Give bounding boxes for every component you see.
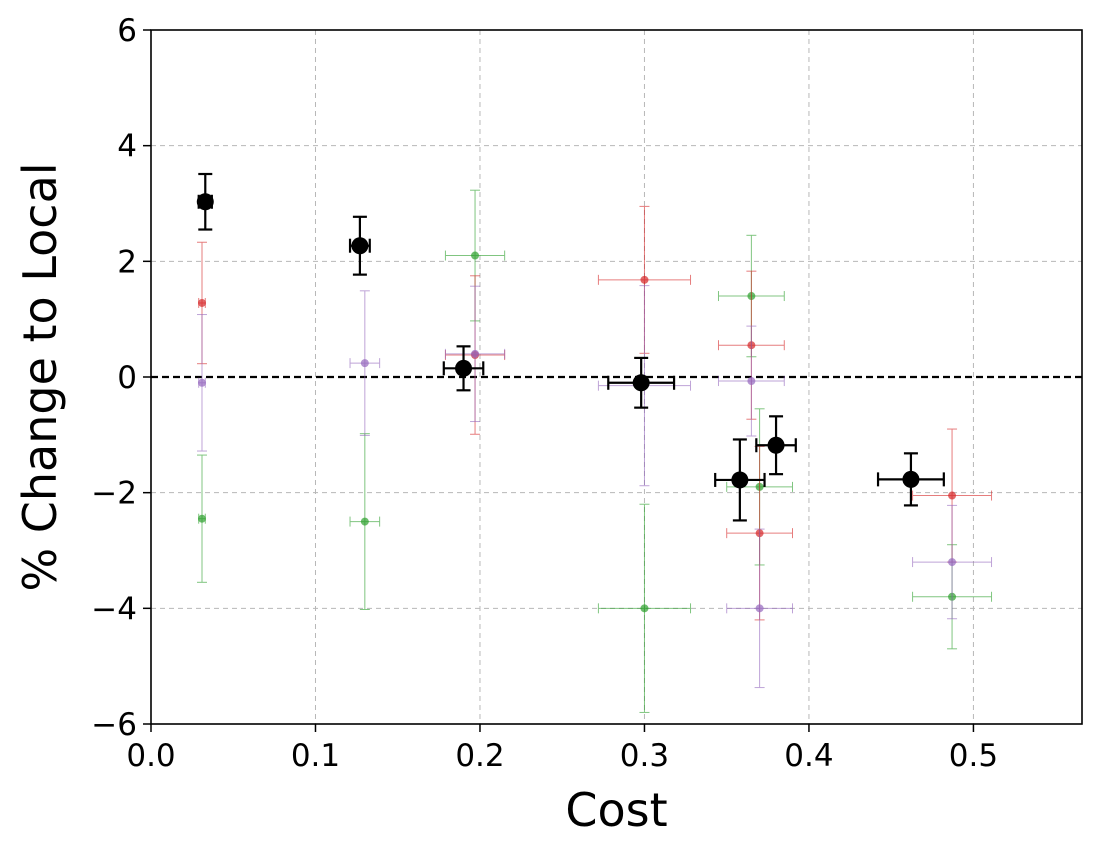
data-point-red	[948, 491, 957, 500]
y-tick-label: 4	[117, 129, 137, 165]
y-tick-label: 6	[117, 13, 137, 49]
data-point-purple	[755, 604, 764, 613]
y-axis-title: % Change to Local	[13, 162, 67, 591]
series-purple	[196, 285, 993, 689]
data-point-black	[351, 237, 369, 255]
data-point-purple	[747, 377, 756, 386]
x-axis-title: Cost	[565, 783, 667, 837]
data-point-green	[471, 251, 480, 260]
data-point-black	[767, 436, 785, 454]
x-tick-label: 0.4	[784, 738, 833, 774]
data-point-red	[197, 298, 206, 307]
y-tick-label: −6	[91, 707, 137, 743]
data-point-green	[640, 604, 649, 613]
x-tick-label: 0.0	[126, 738, 175, 774]
series-red	[196, 205, 993, 621]
x-tick-label: 0.5	[949, 738, 998, 774]
data-point-green	[197, 514, 206, 523]
x-tick-label: 0.3	[620, 738, 669, 774]
data-series	[196, 172, 993, 713]
data-point-black	[632, 374, 650, 392]
data-point-purple	[360, 359, 369, 368]
x-tick-label: 0.1	[291, 738, 340, 774]
data-point-purple	[471, 349, 480, 358]
data-point-red	[640, 275, 649, 284]
grid	[151, 30, 1082, 724]
axis-ticks: 0.0 0.1 0.2 0.3 0.4 0.5 −6 −4 −2 0 2 4 6	[91, 13, 998, 774]
data-point-black	[902, 470, 920, 488]
data-point-black	[455, 359, 473, 377]
y-tick-label: 0	[117, 360, 137, 396]
data-point-green	[360, 517, 369, 526]
data-point-purple	[948, 558, 957, 567]
x-tick-label: 0.2	[455, 738, 504, 774]
data-point-purple	[197, 378, 206, 387]
series-black	[196, 172, 945, 522]
y-tick-label: 2	[117, 244, 137, 280]
data-point-black	[731, 471, 749, 489]
series-green	[196, 189, 993, 713]
y-tick-label: −4	[91, 591, 137, 627]
y-tick-label: −2	[91, 476, 137, 512]
data-point-black	[196, 193, 214, 211]
